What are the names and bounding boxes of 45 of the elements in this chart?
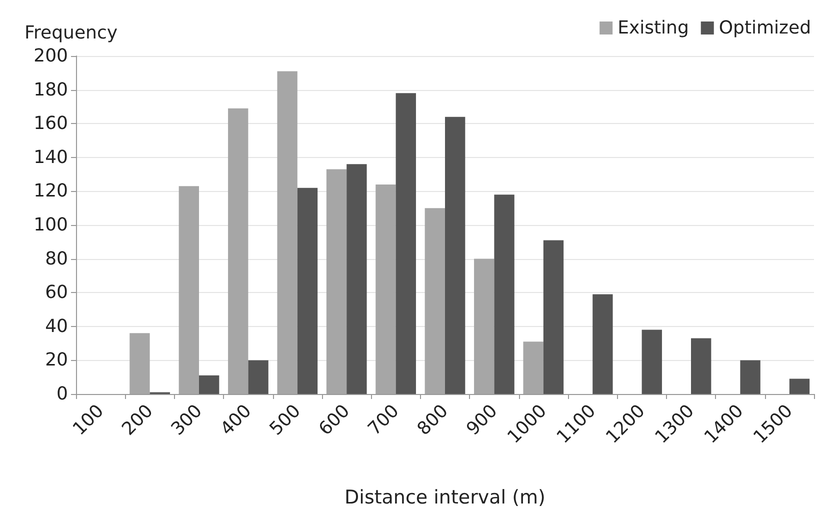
y-tick-label: 60 — [45, 282, 68, 304]
x-tick-label: 300 — [167, 400, 206, 440]
bar — [130, 333, 150, 394]
y-tick-label: 0 — [56, 384, 68, 404]
x-axis-title: Distance interval (m) — [344, 486, 546, 508]
x-tick-label: 200 — [118, 400, 158, 440]
bar — [376, 184, 396, 394]
y-tick-label: 120 — [34, 180, 68, 202]
bar — [424, 208, 445, 394]
bar — [543, 240, 564, 394]
x-tick-label: 400 — [216, 400, 256, 440]
bar — [346, 164, 367, 394]
x-tick-label: 900 — [462, 400, 502, 440]
x-tick-label: 800 — [413, 400, 452, 440]
bar — [396, 93, 416, 394]
bar — [228, 108, 248, 394]
bar — [178, 186, 199, 394]
bar — [297, 188, 318, 394]
x-tick-label: 600 — [314, 400, 354, 440]
y-tick-label: 180 — [34, 79, 68, 100]
y-tick-label: 20 — [45, 350, 68, 371]
bar — [523, 342, 544, 394]
bar — [326, 169, 347, 394]
bar — [474, 258, 494, 394]
y-tick-label: 100 — [34, 214, 68, 236]
bar — [494, 194, 514, 394]
y-axis-title: Frequency — [24, 22, 118, 44]
legend-label: Existing — [618, 18, 689, 38]
bar — [277, 71, 298, 394]
bar — [445, 116, 466, 394]
bar — [592, 294, 613, 394]
bar — [691, 338, 712, 394]
bar — [740, 360, 760, 394]
y-tick-label: 40 — [45, 316, 68, 337]
y-tick-label: 160 — [34, 113, 68, 134]
y-tick-label: 200 — [34, 46, 68, 66]
bar — [642, 330, 662, 394]
x-tick-label: 700 — [364, 400, 404, 440]
bar — [199, 375, 220, 394]
y-tick-label: 140 — [34, 146, 68, 168]
y-tick-label: 80 — [45, 248, 68, 270]
legend-label: Optimized — [718, 18, 812, 38]
bar — [789, 378, 810, 394]
x-tick-label: 500 — [266, 400, 305, 440]
bar — [248, 360, 268, 394]
